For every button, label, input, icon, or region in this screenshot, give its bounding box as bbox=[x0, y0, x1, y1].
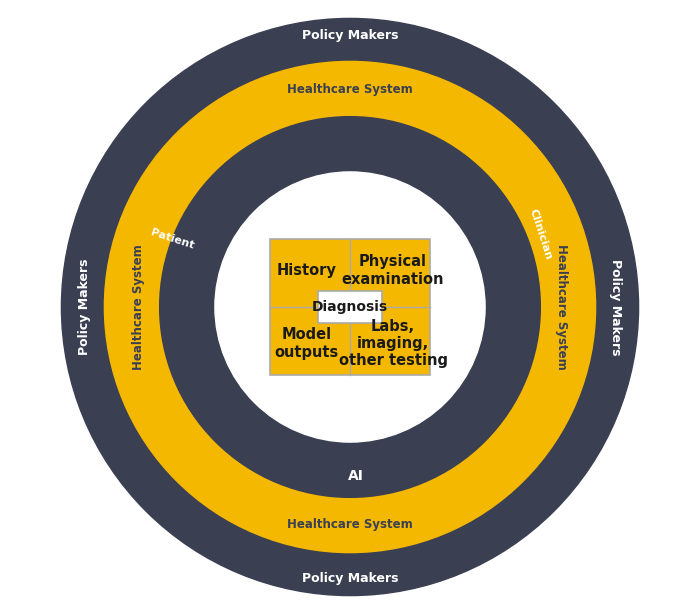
Text: Policy Makers: Policy Makers bbox=[78, 258, 91, 356]
Polygon shape bbox=[463, 193, 489, 223]
Text: Clinician: Clinician bbox=[528, 208, 554, 261]
Text: Healthcare System: Healthcare System bbox=[287, 518, 413, 532]
Text: Model
outputs: Model outputs bbox=[275, 327, 339, 360]
Text: AI: AI bbox=[348, 468, 363, 483]
Bar bbox=[270, 239, 430, 375]
Text: History: History bbox=[277, 263, 337, 278]
Bar bbox=[318, 291, 382, 323]
Circle shape bbox=[215, 172, 485, 442]
Polygon shape bbox=[353, 454, 379, 483]
Text: Diagnosis: Diagnosis bbox=[312, 300, 388, 314]
Text: Patient: Patient bbox=[150, 227, 195, 251]
Circle shape bbox=[160, 117, 540, 497]
Text: Healthcare System: Healthcare System bbox=[287, 82, 413, 96]
Text: Labs,
imaging,
other testing: Labs, imaging, other testing bbox=[339, 319, 447, 368]
Polygon shape bbox=[183, 228, 209, 258]
Text: Healthcare System: Healthcare System bbox=[555, 244, 568, 370]
Text: Policy Makers: Policy Makers bbox=[302, 572, 398, 585]
Text: Policy Makers: Policy Makers bbox=[609, 258, 622, 356]
Text: Physical
examination: Physical examination bbox=[342, 254, 444, 287]
Circle shape bbox=[62, 18, 638, 596]
Text: Healthcare System: Healthcare System bbox=[132, 244, 145, 370]
Circle shape bbox=[104, 61, 596, 553]
Text: Policy Makers: Policy Makers bbox=[302, 29, 398, 42]
